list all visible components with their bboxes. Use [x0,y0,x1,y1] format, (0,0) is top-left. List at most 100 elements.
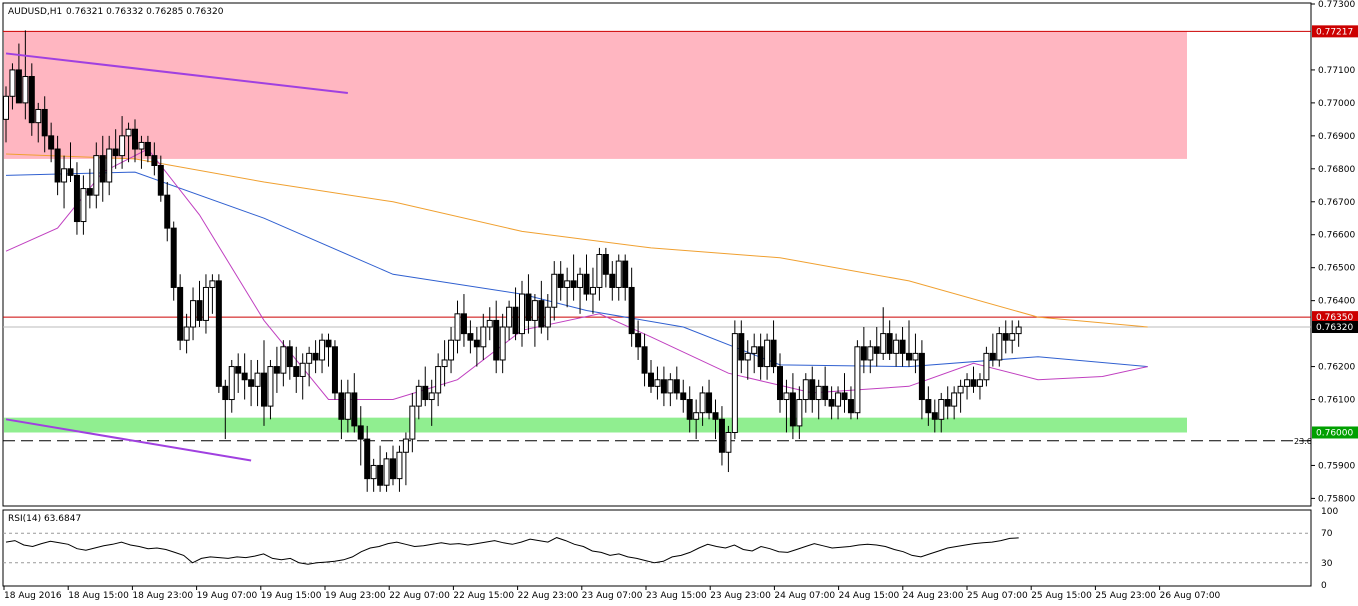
candle-90 [583,254,590,301]
candle-28 [183,313,190,354]
candle-body [48,135,55,150]
candle-64 [415,379,422,420]
candle-21 [138,135,145,169]
candle-16 [106,135,113,196]
candle-body [738,333,745,361]
candle-body [783,392,790,401]
candle-body [622,260,629,288]
candle-body [125,128,132,137]
trendline-0 [5,52,348,94]
candle-body [499,326,506,361]
candle-body [809,379,816,401]
candle-body [751,346,758,354]
candle-154 [996,327,1003,367]
candle-body [699,392,706,414]
candle-body [880,333,887,354]
candle-119 [770,320,777,374]
candle-87 [564,267,571,308]
x-tick-label: 24 Aug 23:00 [903,591,964,601]
candle-149 [964,373,971,400]
candle-33 [215,274,222,393]
candle-120 [777,353,783,413]
candle-12 [80,175,87,235]
candle-body [3,95,9,120]
candle-body [370,464,377,480]
candle-body [86,188,93,196]
price-label-text: 0.77217 [1316,27,1353,37]
candle-47 [306,346,313,387]
candle-body [725,431,732,453]
y-tick-label: 0.76800 [1318,165,1355,175]
candle-body [970,379,977,387]
y-tick-label: 0.76200 [1318,363,1355,373]
x-tick-label: 18 Aug 23:00 [132,591,193,601]
candle-body [789,392,796,427]
x-tick-label: 19 Aug 07:00 [197,591,258,601]
candle-body [667,379,674,394]
candle-body [815,385,822,401]
candle-body [460,313,467,335]
candle-53 [344,379,351,433]
candle-27 [177,274,184,351]
price-label-1: 0.76350 [1312,311,1358,324]
candle-127 [822,366,829,407]
candle-55 [357,406,364,466]
candle-body [119,135,126,157]
candle-body [841,392,848,401]
candle-body [144,141,151,157]
candle-body [931,412,938,420]
candle-17 [112,129,119,169]
candle-body [770,339,777,368]
candle-118 [764,333,771,380]
candle-73 [473,327,480,367]
candle-129 [835,386,842,420]
candle-13 [86,168,93,209]
candle-111 [718,406,725,466]
candle-76 [493,300,500,374]
candle-body [319,339,326,361]
candle-body [390,458,396,480]
candle-body [654,379,661,387]
candle-body [628,286,635,335]
candle-body [744,352,751,361]
candle-85 [551,261,558,321]
x-tick-label: 18 Aug 2016 [4,591,62,601]
candle-body [357,425,364,440]
candle-2 [15,43,22,104]
candle-body [822,385,829,401]
candle-body [106,148,113,183]
candle-155 [1002,320,1009,354]
candle-36 [235,353,242,393]
candle-61 [396,445,403,492]
candle-body [486,319,493,328]
candle-43 [280,340,287,387]
candle-body [493,319,500,361]
candle-77 [499,313,506,374]
candle-body [441,359,448,368]
candle-body [635,333,642,348]
candle-body [177,286,184,341]
candle-body [273,366,280,374]
candle-body [964,379,971,387]
candle-body [615,260,622,288]
candle-body [1015,326,1022,335]
candle-body [41,108,48,137]
candle-body [847,399,854,414]
candle-body [383,458,390,486]
candle-body [170,227,177,288]
candle-body [312,352,319,361]
candle-body [35,108,42,124]
candle-body [899,339,906,354]
candle-body [886,333,893,354]
candle-body [957,385,964,394]
candle-6 [41,96,48,153]
candle-body [93,155,100,196]
candle-68 [441,340,448,387]
candle-157 [1015,320,1022,347]
rsi-tick-label: 30 [1321,559,1333,569]
candle-75 [486,307,493,341]
candle-body [286,346,293,368]
candle-107 [693,399,700,440]
candle-142 [918,340,925,420]
candle-150 [970,366,977,393]
